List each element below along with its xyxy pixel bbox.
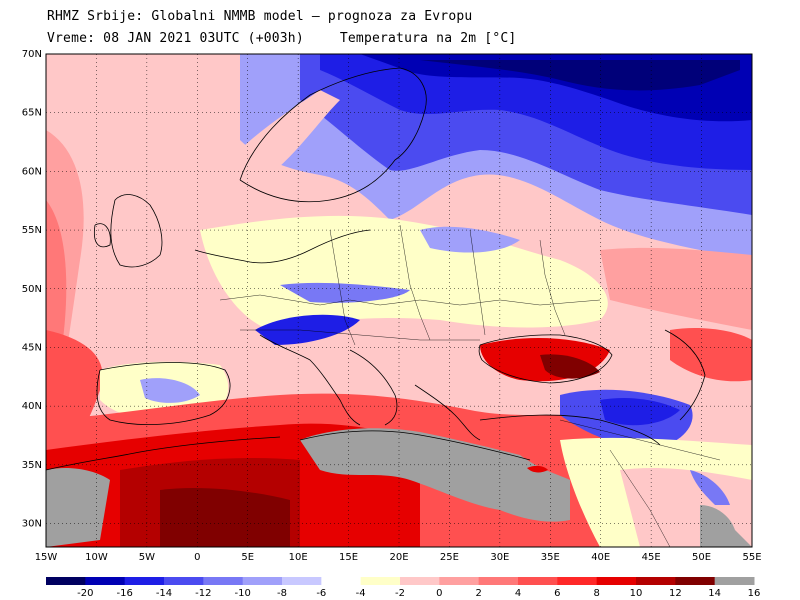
colorbar-label: 6 <box>554 588 560 599</box>
lon-tick-label: 40E <box>591 552 610 563</box>
lat-tick-label: 65N <box>22 108 42 119</box>
lon-tick-label: 5W <box>139 552 155 563</box>
colorbar-label: 4 <box>515 588 521 599</box>
colorbar-swatch <box>636 577 676 585</box>
lon-tick-label: 15E <box>339 552 358 563</box>
colorbar-label: -4 <box>356 588 366 599</box>
colorbar-label: -8 <box>277 588 287 599</box>
coastlines <box>46 67 706 471</box>
lat-tick-label: 60N <box>22 166 42 177</box>
lon-tick-label: 35E <box>541 552 560 563</box>
colorbar-label: 2 <box>475 588 481 599</box>
lon-tick-label: 25E <box>440 552 459 563</box>
chart-subtitle: Vreme: 08 JAN 2021 03UTC (+003h) Temperat… <box>47 31 516 46</box>
colorbar-swatch <box>714 577 755 585</box>
colorbar-label: -16 <box>116 588 132 599</box>
colorbar-swatch <box>46 577 86 585</box>
temperature-field <box>46 54 752 547</box>
lat-lon-grid <box>46 54 752 547</box>
colorbar-label: 14 <box>708 588 721 599</box>
colorbar-label: -10 <box>234 588 250 599</box>
colorbar-swatch <box>675 577 716 585</box>
colorbar-label: 12 <box>669 588 682 599</box>
colorbar-swatch <box>321 577 362 585</box>
colorbar-swatch <box>478 577 519 585</box>
lon-tick-label: 55E <box>742 552 761 563</box>
colorbar-label: 0 <box>436 588 442 599</box>
colorbar-swatch <box>203 577 244 585</box>
colorbar-label: -14 <box>156 588 172 599</box>
colorbar-label: -20 <box>77 588 93 599</box>
colorbar-label: 8 <box>593 588 599 599</box>
lat-tick-label: 30N <box>22 519 42 530</box>
lat-tick-label: 40N <box>22 401 42 412</box>
colorbar-swatch <box>518 577 558 585</box>
lat-tick-label: 50N <box>22 284 42 295</box>
lat-tick-label: 45N <box>22 342 42 353</box>
lon-tick-label: 30E <box>490 552 509 563</box>
colorbar-swatch <box>164 577 204 585</box>
colorbar-swatch <box>557 577 598 585</box>
colorbar-swatch <box>360 577 401 585</box>
lon-tick-label: 50E <box>692 552 711 563</box>
lon-tick-label: 15W <box>35 552 58 563</box>
colorbar-swatch <box>439 577 480 585</box>
colorbar-label: 16 <box>748 588 761 599</box>
colorbar-swatch <box>124 577 165 585</box>
colorbar-swatch <box>596 577 637 585</box>
colorbar-swatch <box>400 577 440 585</box>
forecast-time: Vreme: 08 JAN 2021 03UTC (+003h) <box>47 31 304 46</box>
lon-tick-label: 45E <box>642 552 661 563</box>
colorbar-swatch <box>242 577 283 585</box>
temperature-colorbar: -20 -16 -14 -12 -10 -8 -6 -4 -2 0 2 4 6 8 10 12 14 16 <box>46 577 760 599</box>
borders <box>219 224 721 547</box>
colorbar-label: -2 <box>395 588 405 599</box>
lat-tick-label: 70N <box>22 49 42 60</box>
lon-tick-label: 5E <box>241 552 254 563</box>
colorbar-label: -12 <box>195 588 211 599</box>
lat-tick-label: 55N <box>22 225 42 236</box>
map-frame <box>45 53 753 548</box>
colorbar-label: 10 <box>630 588 643 599</box>
lat-tick-label: 35N <box>22 460 42 471</box>
lon-tick-label: 10W <box>85 552 108 563</box>
colorbar-swatch <box>85 577 126 585</box>
lon-tick-label: 0 <box>194 552 200 563</box>
colorbar-swatch <box>282 577 322 585</box>
colorbar-label: -6 <box>316 588 326 599</box>
lon-tick-label: 10E <box>289 552 308 563</box>
chart-title: RHMZ Srbije: Globalni NMMB model — progn… <box>47 9 473 24</box>
variable-name: Temperatura na 2m [°C] <box>339 31 517 46</box>
lon-tick-label: 20E <box>389 552 408 563</box>
